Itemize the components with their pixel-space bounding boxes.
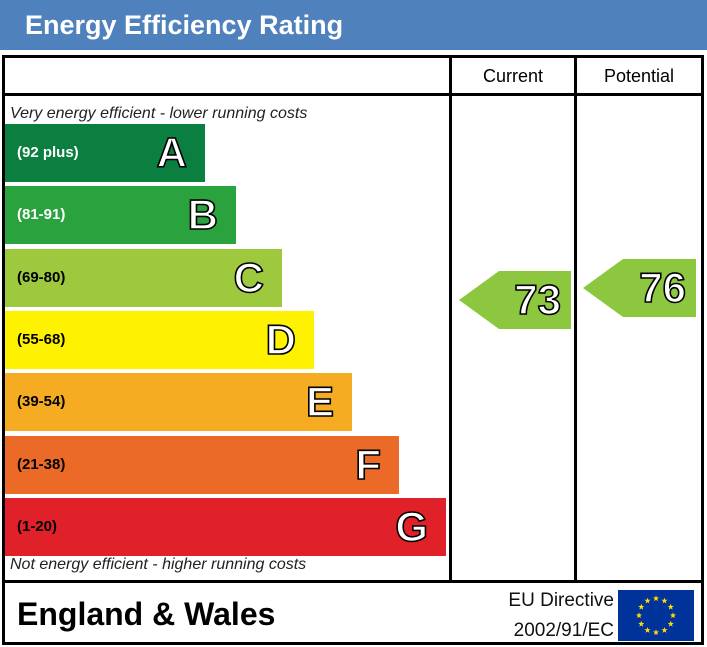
band-a: (92 plus) A: [5, 124, 205, 182]
band-letter: C: [233, 253, 265, 302]
eu-star-icon: [638, 603, 645, 610]
current-column-header: Current: [482, 66, 544, 86]
band-letter: G: [395, 502, 429, 551]
band-c: (69-80) C: [5, 249, 282, 307]
band-range-label: (55-68): [17, 331, 66, 348]
eu-star-icon: [652, 629, 660, 636]
current-rating-value: 73: [513, 275, 561, 324]
eu-flag-icon: [618, 590, 694, 641]
eu-star-icon: [638, 620, 645, 627]
band-letter: D: [265, 315, 297, 364]
band-range-label: (39-54): [17, 393, 66, 410]
eu-star-icon: [669, 612, 677, 619]
eu-star-icon: [661, 627, 668, 633]
column-divider-right: [574, 58, 577, 582]
footer-divider: [5, 580, 701, 583]
band-letter: A: [156, 128, 188, 177]
band-g: (1-20) G: [5, 498, 446, 556]
directive-line-1: EU Directive: [508, 590, 614, 611]
eu-star-icon: [661, 597, 668, 604]
rating-frame: [2, 55, 704, 645]
band-range-label: (92 plus): [17, 144, 79, 161]
header-divider: [5, 93, 701, 96]
band-range-label: (69-80): [17, 269, 66, 286]
chart-title: Energy Efficiency Rating: [0, 0, 707, 50]
directive-line-2: 2002/91/EC: [513, 620, 614, 641]
potential-column-header: Potential: [603, 66, 675, 86]
region-label: England & Wales: [17, 596, 276, 632]
band-letter: E: [305, 377, 335, 426]
band-range-label: (21-38): [17, 456, 66, 473]
caption-inefficient: Not energy efficient - higher running co…: [10, 556, 307, 573]
eu-star-icon: [667, 620, 674, 627]
band-range-label: (81-91): [17, 206, 66, 223]
band-letter: B: [187, 190, 219, 239]
band-b: (81-91) B: [5, 186, 236, 244]
eu-star-icon: [635, 612, 643, 619]
band-range-label: (1-20): [17, 518, 58, 535]
band-d: (55-68) D: [5, 311, 314, 369]
eu-star-icon: [667, 603, 674, 610]
potential-rating-arrow: 76: [583, 259, 696, 317]
potential-rating-value: 76: [638, 263, 686, 312]
column-divider-left: [449, 58, 452, 582]
band-e: (39-54) E: [5, 373, 352, 431]
caption-efficient: Very energy efficient - lower running co…: [10, 105, 308, 122]
eu-star-icon: [644, 597, 651, 604]
band-f: (21-38) F: [5, 436, 399, 494]
eu-star-icon: [644, 627, 651, 633]
eu-star-icon: [652, 595, 660, 602]
band-letter: F: [355, 440, 382, 489]
